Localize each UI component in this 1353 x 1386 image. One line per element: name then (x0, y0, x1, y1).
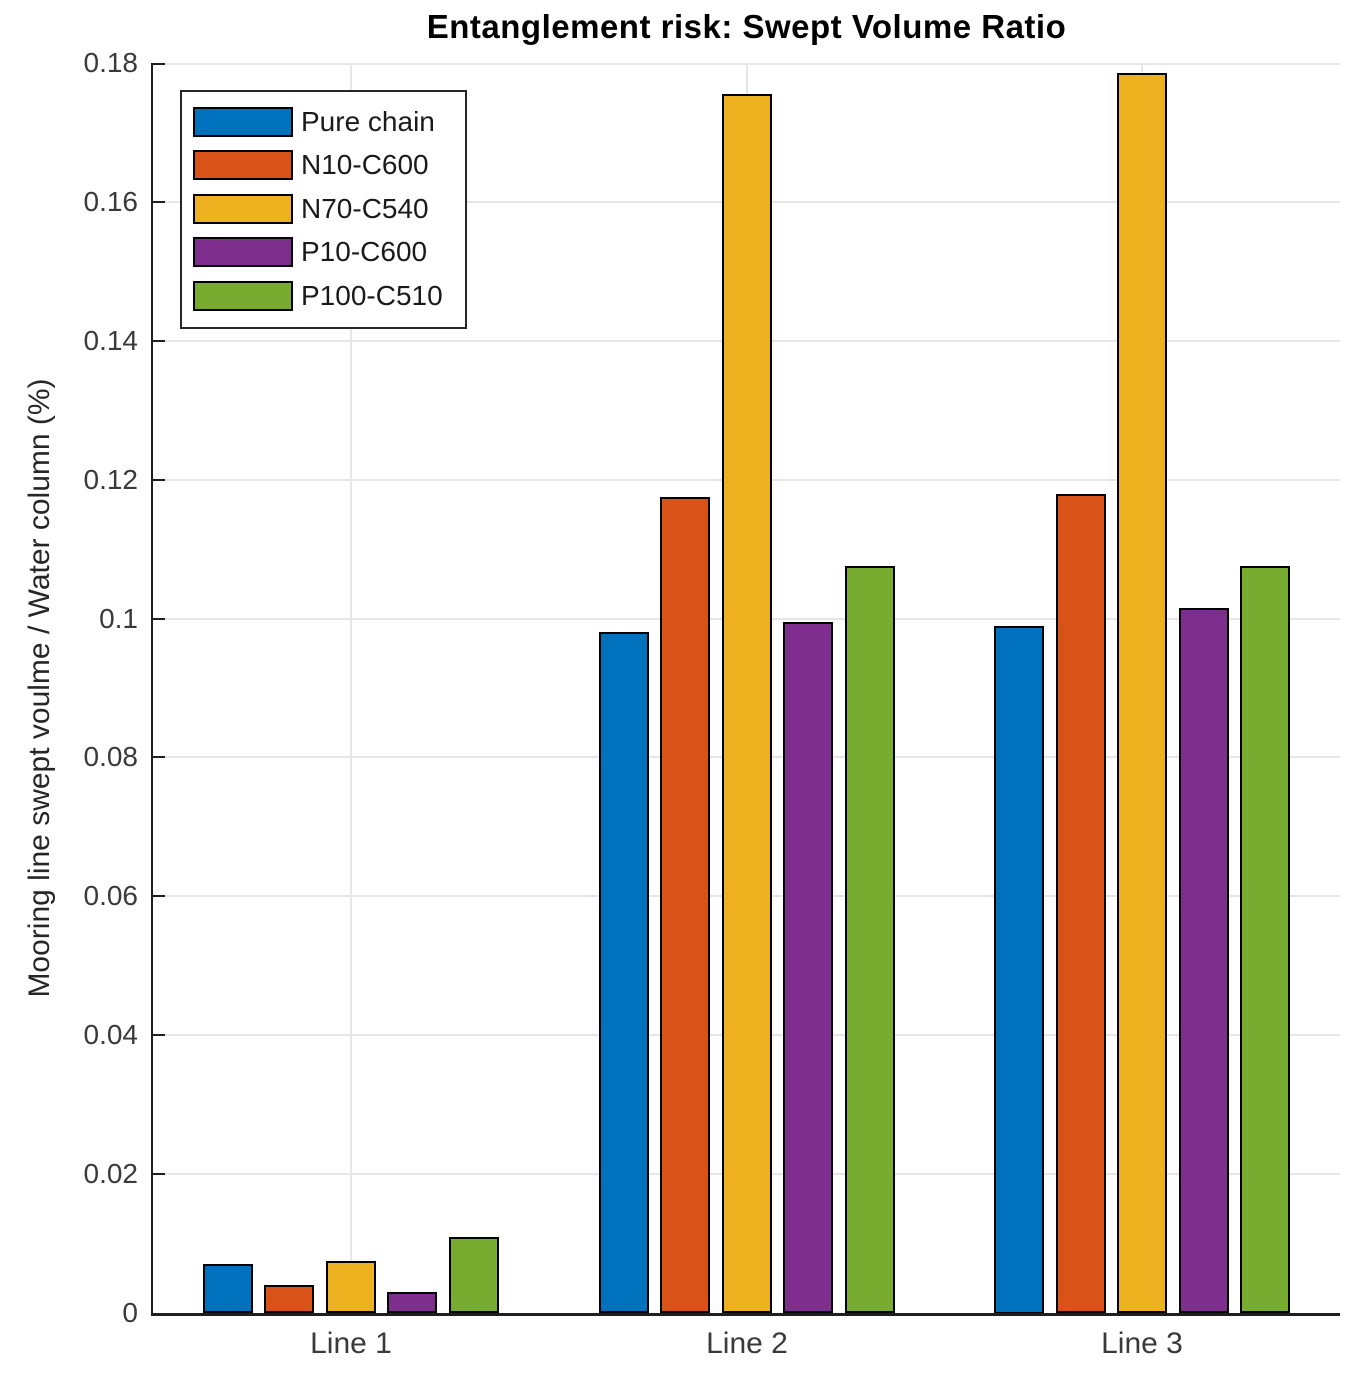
bar-pure-chain-line-1 (203, 1264, 253, 1313)
y-axis-line (151, 63, 153, 1315)
plot-area (153, 63, 1340, 1314)
bar-n10-c600-line-1 (264, 1285, 314, 1313)
bar-n70-c540-line-2 (722, 94, 772, 1313)
bar-p100-c510-line-3 (1240, 566, 1290, 1313)
y-tick-label: 0.14 (83, 325, 139, 356)
horizontal-gridline (153, 63, 1340, 65)
y-tick-label: 0.18 (83, 47, 139, 78)
bar-n70-c540-line-1 (326, 1261, 376, 1313)
bar-p10-c600-line-2 (783, 622, 833, 1313)
legend-swatch-n70-c540 (193, 193, 293, 224)
y-tick-mark (153, 1173, 165, 1175)
y-tick-label: 0 (122, 1297, 138, 1328)
vertical-gridline (350, 63, 352, 1313)
y-tick-label: 0.16 (83, 186, 139, 217)
x-tick-label-line-3: Line 3 (1101, 1327, 1183, 1360)
y-tick-mark (153, 756, 165, 758)
legend-label: Pure chain (301, 105, 435, 137)
bar-p100-c510-line-2 (845, 566, 895, 1313)
y-tick-label: 0.12 (83, 464, 139, 495)
legend: Pure chain N10-C600 N70-C540 P10-C600 P100-C… (180, 90, 467, 329)
y-tick-mark (153, 618, 165, 620)
legend-item-p100-c510: P100-C510 (182, 274, 465, 318)
y-tick-mark (153, 1034, 165, 1036)
bar-p100-c510-line-1 (449, 1237, 499, 1313)
y-tick-mark (153, 895, 165, 897)
legend-label: N70-C540 (301, 192, 429, 224)
bar-n70-c540-line-3 (1117, 73, 1167, 1313)
legend-swatch-p10-c600 (193, 237, 293, 268)
x-axis-line (151, 1313, 1340, 1316)
y-tick-label: 0.04 (83, 1019, 139, 1050)
y-tick-label: 0.06 (83, 880, 139, 911)
bar-pure-chain-line-3 (994, 626, 1044, 1314)
x-tick-label-line-2: Line 2 (706, 1327, 788, 1360)
bar-n10-c600-line-2 (660, 497, 710, 1313)
bar-p10-c600-line-1 (387, 1292, 437, 1313)
chart-title: Entanglement risk: Swept Volume Ratio (426, 8, 1067, 45)
y-tick-mark (153, 479, 165, 481)
y-tick-label: 0.02 (83, 1158, 139, 1189)
y-tick-label: 0.08 (83, 741, 139, 772)
y-tick-mark (153, 340, 165, 342)
legend-label: N10-C600 (301, 149, 429, 181)
legend-swatch-n10-c600 (193, 150, 293, 181)
legend-item-n70-c540: N70-C540 (182, 187, 465, 231)
y-tick-mark (153, 201, 165, 203)
legend-label: P10-C600 (301, 236, 428, 268)
legend-item-n10-c600: N10-C600 (182, 144, 465, 188)
legend-item-p10-c600: P10-C600 (182, 231, 465, 275)
bar-n10-c600-line-3 (1056, 494, 1106, 1313)
legend-item-pure-chain: Pure chain (182, 100, 465, 144)
x-tick-label-line-1: Line 1 (310, 1327, 392, 1360)
y-tick-mark (153, 63, 165, 65)
bar-p10-c600-line-3 (1179, 608, 1229, 1313)
bar-pure-chain-line-2 (599, 632, 649, 1313)
legend-swatch-pure-chain (193, 106, 293, 137)
legend-label: P100-C510 (301, 279, 443, 311)
legend-swatch-p100-c510 (193, 280, 293, 311)
y-tick-label: 0.1 (99, 603, 138, 634)
